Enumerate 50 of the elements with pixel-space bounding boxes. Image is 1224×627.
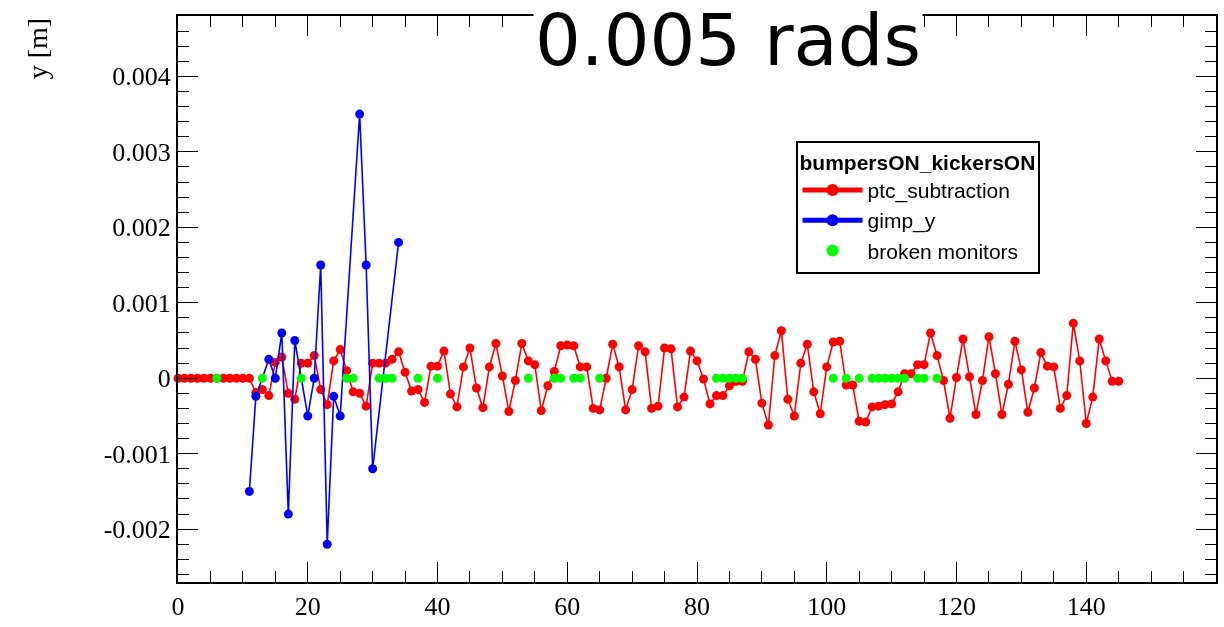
x-tick-label: 20: [294, 592, 321, 622]
point: [854, 373, 864, 383]
point: [433, 373, 442, 383]
y-tick-label: 0.004: [112, 62, 171, 92]
point: [277, 328, 287, 338]
y-tick-label: 0.001: [112, 288, 171, 318]
x-tick-label: 140: [1066, 592, 1106, 622]
point: [355, 109, 365, 119]
point: [244, 486, 254, 496]
point: [335, 411, 345, 421]
point: [283, 509, 293, 519]
point: [387, 373, 397, 383]
point: [361, 260, 371, 270]
point: [841, 373, 851, 383]
point: [932, 373, 942, 383]
y-axis-title: y [m]: [22, 17, 54, 80]
chart-title: 0.005 rads: [535, 0, 921, 82]
y-tick-label: 0.003: [112, 137, 171, 167]
point: [556, 373, 566, 383]
point: [296, 373, 306, 383]
point: [394, 237, 404, 247]
point: [303, 411, 313, 421]
point: [368, 464, 378, 474]
legend-label: broken monitors: [867, 239, 1019, 263]
point: [290, 336, 300, 346]
point: [257, 373, 267, 383]
point: [309, 373, 319, 383]
point: [322, 539, 332, 549]
x-tick-label: 80: [684, 592, 710, 622]
point: [595, 373, 605, 383]
y-tick-label: -0.002: [103, 515, 171, 545]
point: [900, 373, 910, 383]
legend-title: bumpersON_kickersON: [799, 150, 1036, 174]
point: [264, 354, 274, 364]
point: [329, 391, 339, 401]
point: [919, 373, 929, 383]
x-tick-label: 40: [424, 592, 451, 622]
x-tick-label: 120: [937, 592, 976, 622]
point: [828, 373, 838, 383]
point: [413, 373, 423, 383]
y-tick-label: -0.001: [103, 439, 171, 469]
point: [270, 373, 280, 383]
x-tick-label: 100: [807, 592, 847, 622]
y-tick-label: 0.002: [112, 213, 171, 243]
legend-label: gimp_y: [867, 209, 936, 234]
point: [316, 260, 326, 270]
legend-label: ptc_subtraction: [867, 179, 1010, 204]
point: [523, 373, 533, 383]
y-tick-label: 0: [157, 364, 171, 394]
x-tick-label: 60: [554, 592, 581, 622]
